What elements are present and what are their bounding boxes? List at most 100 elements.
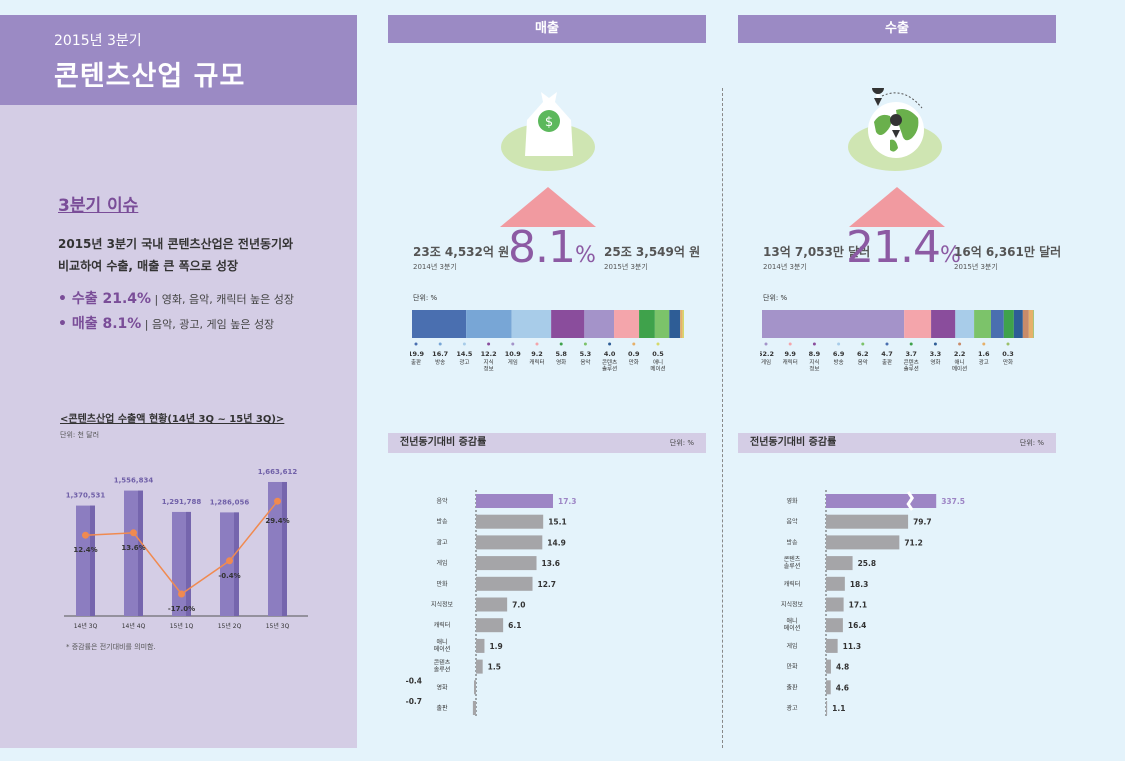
sales-share-unit: 단위: % (413, 294, 438, 302)
share-segment (762, 310, 905, 338)
share-legend-marker (438, 342, 442, 346)
share-category-label: 출판 (882, 358, 892, 366)
share-legend-marker (608, 342, 612, 346)
share-value-label: 10.9 (505, 350, 522, 358)
yoy-value-label: 18.3 (850, 580, 869, 589)
share-segment (904, 310, 932, 338)
yoy-value-label: 16.4 (848, 621, 867, 630)
share-legend-marker (958, 342, 962, 346)
share-category-label: 콘텐츠 솔루션 (904, 358, 919, 373)
trend-rate-point (226, 557, 233, 565)
left-header (0, 15, 357, 105)
exports-share-unit: 단위: % (763, 294, 788, 302)
share-category-label: 지식 정보 (484, 358, 494, 373)
share-segment (1003, 310, 1014, 338)
share-legend-marker (583, 342, 587, 346)
yoy-category-label: 음악 (436, 497, 448, 505)
trend-rate-label: -0.4% (218, 572, 240, 580)
exports-yoy-header-label: 전년동기대비 증감률 (750, 437, 837, 448)
yoy-bar (826, 659, 831, 674)
share-value-label: 8.9 (809, 350, 821, 358)
yoy-value-label: 79.7 (913, 518, 932, 527)
share-category-label: 게임 (761, 358, 771, 366)
share-value-label: 52.2 (760, 350, 774, 358)
share-category-label: 게임 (508, 358, 518, 366)
yoy-bar (826, 494, 937, 508)
share-legend-marker (559, 342, 563, 346)
yoy-bar (476, 535, 543, 550)
yoy-value-label: 11.3 (843, 642, 862, 651)
yoy-category-label: 방송 (786, 538, 798, 546)
share-value-label: 3.7 (905, 350, 917, 358)
share-category-label: 음악 (580, 358, 590, 366)
yoy-value-label: 7.0 (512, 601, 525, 610)
share-legend-marker (861, 342, 865, 346)
trend-bar-shade (234, 512, 239, 616)
share-segment (466, 310, 512, 338)
sales-prev-year: 2014년 3분기 (413, 263, 457, 271)
trend-category-label: 14년 4Q (122, 622, 146, 630)
share-legend-marker (837, 342, 841, 346)
yoy-category-label: 캐릭터 (784, 580, 801, 588)
sales-header: 매출 (388, 15, 706, 43)
issue-sales-detail: | 음악, 광고, 게임 높은 성장 (144, 318, 275, 331)
share-category-label: 출판 (411, 358, 421, 366)
share-segment (974, 310, 991, 338)
share-value-label: 6.2 (857, 350, 869, 358)
yoy-bar (476, 638, 485, 653)
trend-category-label: 14년 3Q (74, 622, 98, 630)
exports-header: 수출 (738, 15, 1056, 43)
yoy-value-label: 17.3 (558, 497, 577, 506)
exports-up-arrow (849, 187, 945, 227)
yoy-value-label: 1.9 (489, 642, 502, 651)
share-legend-marker (885, 342, 889, 346)
yoy-bar (476, 576, 533, 591)
trend-bar-value-label: 1,291,788 (162, 498, 202, 506)
yoy-category-label: 게임 (436, 559, 447, 567)
yoy-value-label: 13.6 (542, 559, 561, 568)
share-value-label: 16.7 (432, 350, 448, 358)
share-segment (1033, 310, 1034, 338)
yoy-category-label: 출판 (436, 704, 448, 712)
share-segment (682, 310, 684, 338)
period-subtitle: 2015년 3분기 (54, 33, 142, 49)
trend-rate-label: 12.4% (73, 546, 97, 554)
issue-export-detail: | 영화, 음악, 캐릭터 높은 성장 (154, 293, 295, 306)
share-category-label: 만화 (629, 358, 639, 366)
trend-category-label: 15년 1Q (170, 622, 194, 630)
share-legend-marker (982, 342, 986, 346)
sales-growth: 8.1% (508, 222, 596, 273)
issue-description-line2: 비교하여 수출, 매출 큰 폭으로 성장 (58, 259, 239, 273)
share-category-label: 음악 (858, 358, 868, 366)
share-legend-marker (535, 342, 539, 346)
sales-yoy-chart: 음악 17.3 방송 15.1 광고 14.9 게임 13.6 만화 12.7 지식정보 7.0 캐릭터… (406, 490, 577, 716)
trend-rate-point (130, 529, 137, 537)
yoy-category-label: 광고 (436, 539, 448, 546)
share-category-label: 영화 (930, 358, 940, 366)
yoy-category-label: 게임 (786, 642, 797, 650)
share-segment (654, 310, 670, 338)
share-segment (1022, 310, 1029, 338)
trend-bar-shade (282, 481, 287, 616)
yoy-category-label: 출판 (786, 683, 798, 691)
trend-bar-value-label: 1,556,834 (114, 477, 154, 485)
yoy-category-label: 애니 메이션 (434, 638, 451, 653)
exports-growth-value: 21.4 (846, 222, 941, 273)
share-legend-marker (656, 342, 660, 346)
share-legend-marker (933, 342, 937, 346)
share-value-label: 0.5 (652, 350, 664, 358)
share-legend-marker (788, 342, 792, 346)
yoy-category-label: 영화 (786, 497, 798, 505)
yoy-value-label: 15.1 (548, 518, 567, 527)
yoy-bar (472, 701, 476, 715)
share-legend-marker (632, 342, 636, 346)
share-value-label: 4.0 (604, 350, 616, 358)
export-trend-note: * 증감률은 전기대비를 의미함. (66, 643, 156, 651)
yoy-bar (826, 576, 845, 591)
svg-text:$: $ (545, 115, 553, 130)
yoy-bar (476, 597, 508, 612)
sales-curr-year: 2015년 3분기 (604, 263, 648, 271)
globe-icon (868, 88, 924, 158)
